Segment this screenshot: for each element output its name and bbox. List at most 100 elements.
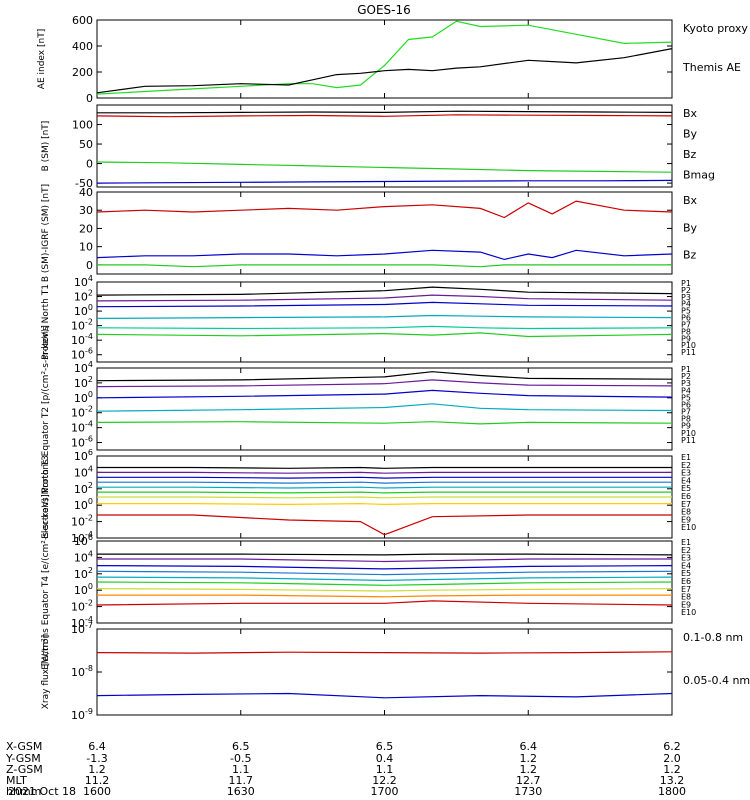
y-tick-label: 10-2 xyxy=(71,514,93,529)
series-line-e1 xyxy=(97,466,672,469)
y-tick-label: 50 xyxy=(79,138,93,151)
panel-3: 0 10 20 30 40 B (SM)-IGRF (SM) [nT] Bx By Bz xyxy=(41,184,698,282)
legend-item: E9 xyxy=(681,600,691,609)
panel-frame xyxy=(96,104,673,188)
y-tick-label: 400 xyxy=(72,40,93,53)
y-tick-label: 102 xyxy=(74,289,93,304)
legend-item: P6 xyxy=(681,314,691,323)
y-tick-label: 102 xyxy=(74,481,93,496)
series-line-0-05-0-4-nm xyxy=(96,692,673,699)
footer-value: 1700 xyxy=(371,785,399,798)
legend-item: Themis AE xyxy=(682,61,741,74)
series-line-e4 xyxy=(97,481,672,484)
series-line-p5 xyxy=(96,314,673,319)
legend-item: P4 xyxy=(681,386,691,395)
y-tick-label: 104 xyxy=(74,360,93,375)
y-axis-label: Xray flux [W/m²] xyxy=(41,635,51,709)
legend-item: P5 xyxy=(681,307,691,316)
footer-value: 13.2 xyxy=(660,774,685,787)
legend-item: E2 xyxy=(681,461,691,470)
legend-item: E7 xyxy=(681,500,691,509)
legend-item: Bz xyxy=(683,148,697,161)
footer-value: 1630 xyxy=(227,785,255,798)
series-line-by xyxy=(97,264,672,268)
legend-item: P5 xyxy=(681,393,691,402)
footer-row-label: Z-GSM xyxy=(6,763,43,776)
series-line-p2 xyxy=(96,379,673,388)
series-line-e5 xyxy=(97,486,672,489)
series-line-e10 xyxy=(96,600,673,606)
legend-item: E7 xyxy=(681,585,691,594)
footer-value: 6.4 xyxy=(88,740,106,753)
series-line-p1 xyxy=(96,286,673,296)
y-tick-label: 100 xyxy=(74,582,93,597)
y-tick-label: 10-8 xyxy=(71,664,93,679)
legend-item: Bz xyxy=(683,249,697,262)
legend-item: E10 xyxy=(681,523,696,532)
series-line-p6 xyxy=(96,325,673,330)
y-tick-label: 100 xyxy=(74,390,93,405)
panel-frame xyxy=(96,281,673,363)
y-axis-label: Electrons North T3 xyxy=(41,455,51,539)
y-axis-label: B (SM) [nT] xyxy=(41,121,51,172)
legend-item: Bmag xyxy=(683,169,715,182)
y-tick-label: 10-4 xyxy=(71,332,93,347)
series-line-bmag xyxy=(97,110,673,114)
y-tick-label: 104 xyxy=(74,464,93,479)
footer-value: 1.2 xyxy=(520,752,538,765)
series-line-e4 xyxy=(96,570,673,576)
footer-value: 1600 xyxy=(83,785,111,798)
y-tick-label: 200 xyxy=(72,66,93,79)
series-line-bz xyxy=(96,200,673,219)
series-line-e6 xyxy=(97,491,672,494)
legend-item: P7 xyxy=(681,320,691,329)
y-tick-label: 102 xyxy=(74,566,93,581)
series-line-p1 xyxy=(96,371,673,382)
footer-value: 1800 xyxy=(658,785,686,798)
legend-item: Bx xyxy=(683,107,698,120)
panel-frame xyxy=(96,191,673,275)
y-axis-label: AE index [nT] xyxy=(37,29,47,89)
y-tick-label: 10-9 xyxy=(71,707,93,722)
footer-row-label: Y-GSM xyxy=(5,752,41,765)
y-tick-label: 600 xyxy=(72,14,93,27)
y-tick-label: 10-2 xyxy=(71,599,93,614)
series-line-p2 xyxy=(96,294,673,302)
legend-item: P2 xyxy=(681,372,691,381)
series-line-e1 xyxy=(97,553,673,556)
series-line-p7 xyxy=(96,332,673,338)
footer-value: 1.2 xyxy=(88,763,106,776)
footer-value: 6.4 xyxy=(520,740,538,753)
y-tick-label: 104 xyxy=(74,549,93,564)
y-tick-label: 10-2 xyxy=(71,318,93,333)
series-line-e8 xyxy=(97,594,672,598)
legend-item: P1 xyxy=(681,365,691,374)
series-line-e2 xyxy=(97,558,672,563)
legend-item: E3 xyxy=(681,469,691,478)
footer-value: -1.3 xyxy=(86,752,107,765)
y-tick-label: 106 xyxy=(74,533,93,548)
series-line-bx xyxy=(96,179,673,184)
legend-item: E3 xyxy=(681,554,691,563)
legend-item: E1 xyxy=(681,538,691,547)
legend-item: P10 xyxy=(681,341,696,350)
y-tick-label: 10-2 xyxy=(71,405,93,420)
panel-frame xyxy=(96,628,673,716)
footer-value: 1.2 xyxy=(520,763,538,776)
legend-item: By xyxy=(683,221,698,234)
legend-item: E6 xyxy=(681,577,691,586)
series-line-themis-ae xyxy=(96,48,673,94)
legend-item: P3 xyxy=(681,293,691,302)
legend-item: E2 xyxy=(681,546,691,555)
y-tick-label: 100 xyxy=(74,303,93,318)
y-tick-label: 20 xyxy=(79,222,93,235)
y-axis-label: Electrons Equator T4 [e/(cm²-s-sr-keV)] xyxy=(41,494,51,670)
panel-1: 0 200 400 600 AE index [nT] Kyoto proxy AE The… xyxy=(37,14,750,105)
footer-row-label: hhmm xyxy=(6,785,41,798)
footer-value: 1.1 xyxy=(232,763,250,776)
series-line-e10 xyxy=(97,514,672,536)
